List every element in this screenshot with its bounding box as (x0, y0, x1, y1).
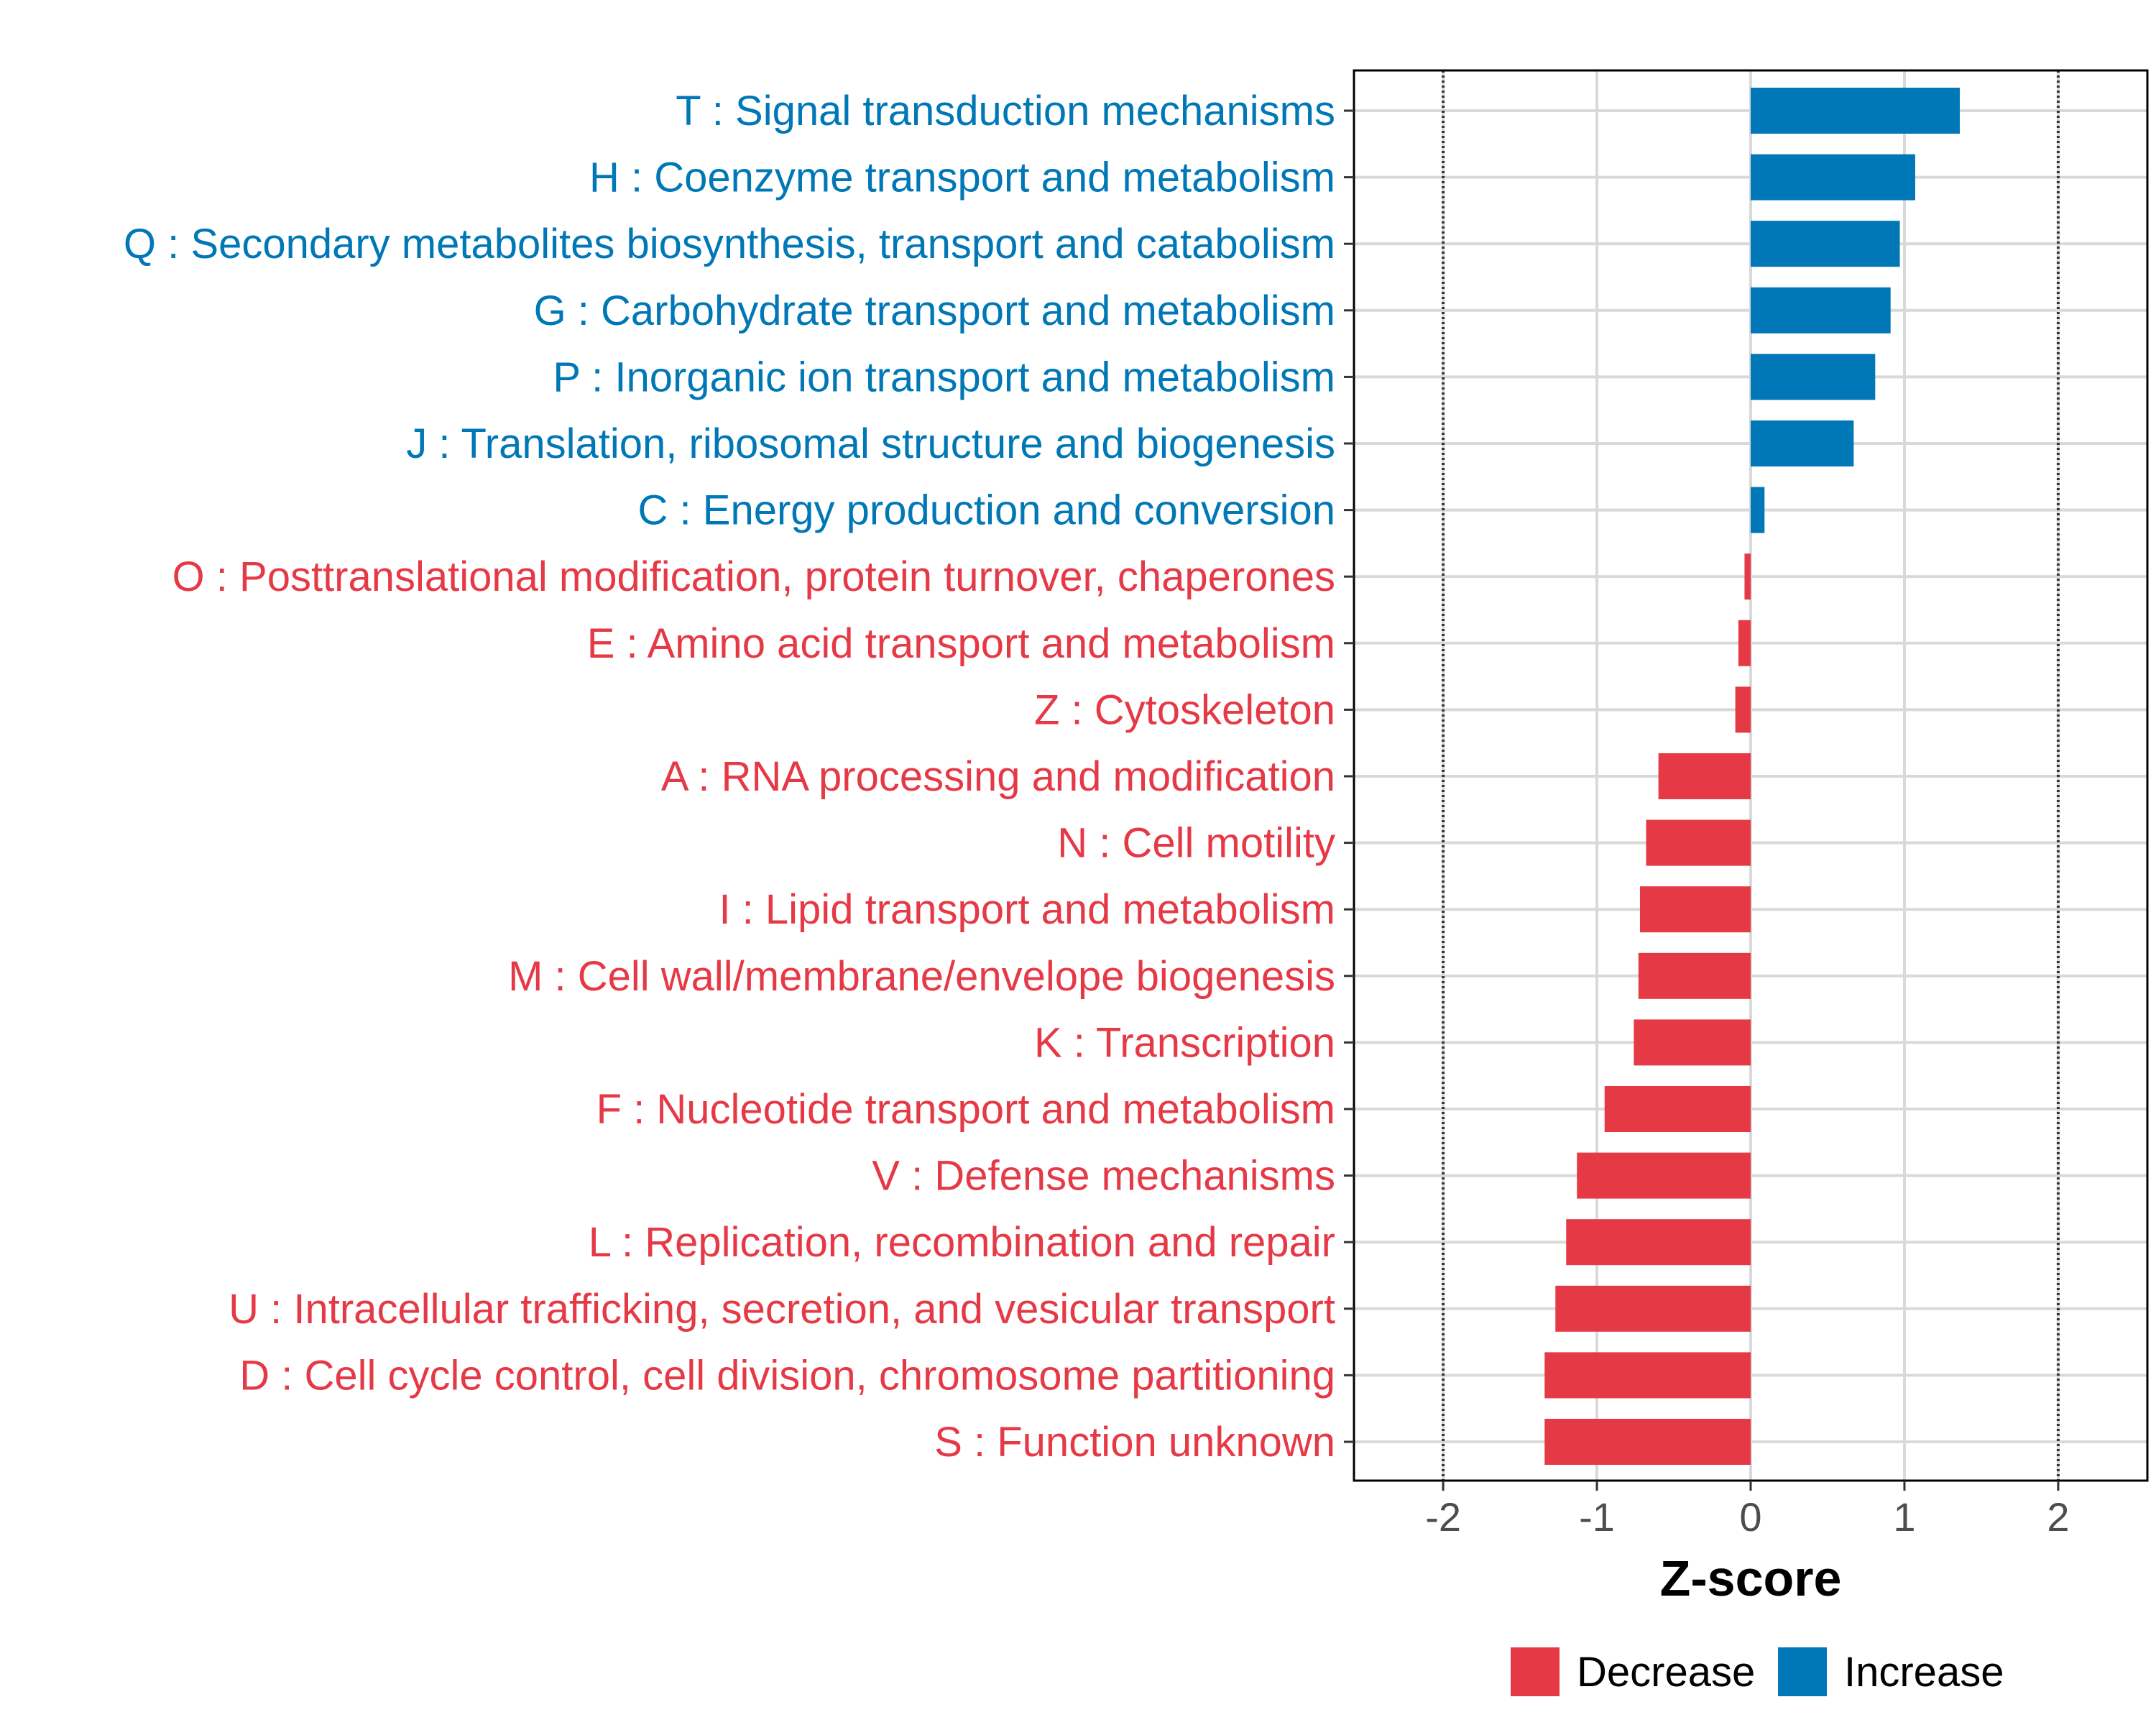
x-tick-label-1: -1 (1579, 1494, 1615, 1540)
bar-6 (1751, 487, 1765, 533)
bar-14 (1634, 1019, 1751, 1066)
x-tick-label-0: -2 (1425, 1494, 1461, 1540)
category-label-12: I : Lipid transport and metabolism (719, 886, 1335, 933)
legend-swatch-decrease (1511, 1647, 1560, 1696)
bar-11 (1646, 819, 1751, 866)
category-label-20: S : Function unknown (934, 1419, 1335, 1466)
bar-16 (1577, 1152, 1751, 1199)
category-label-9: Z : Cytoskeleton (1034, 686, 1335, 733)
bar-2 (1751, 221, 1900, 267)
category-label-16: V : Defense mechanisms (872, 1153, 1335, 1200)
category-label-8: E : Amino acid transport and metabolism (587, 620, 1335, 667)
category-label-2: Q : Secondary metabolites biosynthesis, … (124, 221, 1335, 267)
bar-18 (1555, 1285, 1751, 1332)
x-tick-label-3: 1 (1893, 1494, 1915, 1540)
reference-lines (1442, 70, 2060, 1481)
bar-1 (1751, 154, 1915, 201)
category-label-3: G : Carbohydrate transport and metabolis… (534, 288, 1335, 334)
legend: Decrease Increase (1511, 1647, 2004, 1696)
bar-12 (1639, 886, 1751, 933)
category-label-15: F : Nucleotide transport and metabolism (596, 1086, 1335, 1133)
bar-4 (1751, 354, 1876, 400)
category-label-7: O : Posttranslational modification, prot… (172, 553, 1335, 600)
category-label-0: T : Signal transduction mechanisms (676, 88, 1335, 134)
bar-8 (1738, 620, 1751, 666)
category-label-4: P : Inorganic ion transport and metaboli… (553, 354, 1335, 400)
bar-7 (1744, 553, 1751, 600)
bar-3 (1751, 287, 1891, 334)
bars-layer (1544, 88, 1960, 1465)
y-axis: T : Signal transduction mechanisms H : Co… (124, 88, 1354, 1466)
legend-swatch-increase (1778, 1647, 1827, 1696)
x-tick-label-4: 2 (2047, 1494, 2069, 1540)
category-label-19: D : Cell cycle control, cell division, c… (239, 1352, 1335, 1399)
bar-5 (1751, 420, 1854, 466)
category-label-18: U : Intracellular trafficking, secretion… (229, 1286, 1335, 1333)
x-tick-label-2: 0 (1739, 1494, 1761, 1540)
category-label-13: M : Cell wall/membrane/envelope biogenes… (508, 953, 1335, 1000)
category-label-10: A : RNA processing and modification (661, 753, 1335, 800)
bar-0 (1751, 88, 1960, 134)
bar-15 (1604, 1086, 1751, 1132)
legend-label-decrease: Decrease (1577, 1649, 1755, 1696)
bar-19 (1544, 1352, 1751, 1399)
category-label-1: H : Coenzyme transport and metabolism (589, 155, 1335, 201)
x-axis-title: Z-score (1660, 1550, 1842, 1606)
legend-label-increase: Increase (1844, 1649, 2004, 1696)
category-label-11: N : Cell motility (1057, 820, 1335, 867)
category-label-6: C : Energy production and conversion (638, 487, 1335, 534)
bar-10 (1658, 753, 1751, 799)
bar-13 (1638, 952, 1751, 999)
bar-9 (1735, 686, 1751, 733)
category-label-17: L : Replication, recombination and repai… (589, 1219, 1335, 1266)
bar-20 (1544, 1419, 1751, 1465)
category-label-5: J : Translation, ribosomal structure and… (406, 420, 1335, 467)
category-label-14: K : Transcription (1034, 1019, 1335, 1066)
x-axis: -2 -1 0 1 2 (1425, 1481, 2069, 1540)
bar-17 (1566, 1219, 1751, 1266)
